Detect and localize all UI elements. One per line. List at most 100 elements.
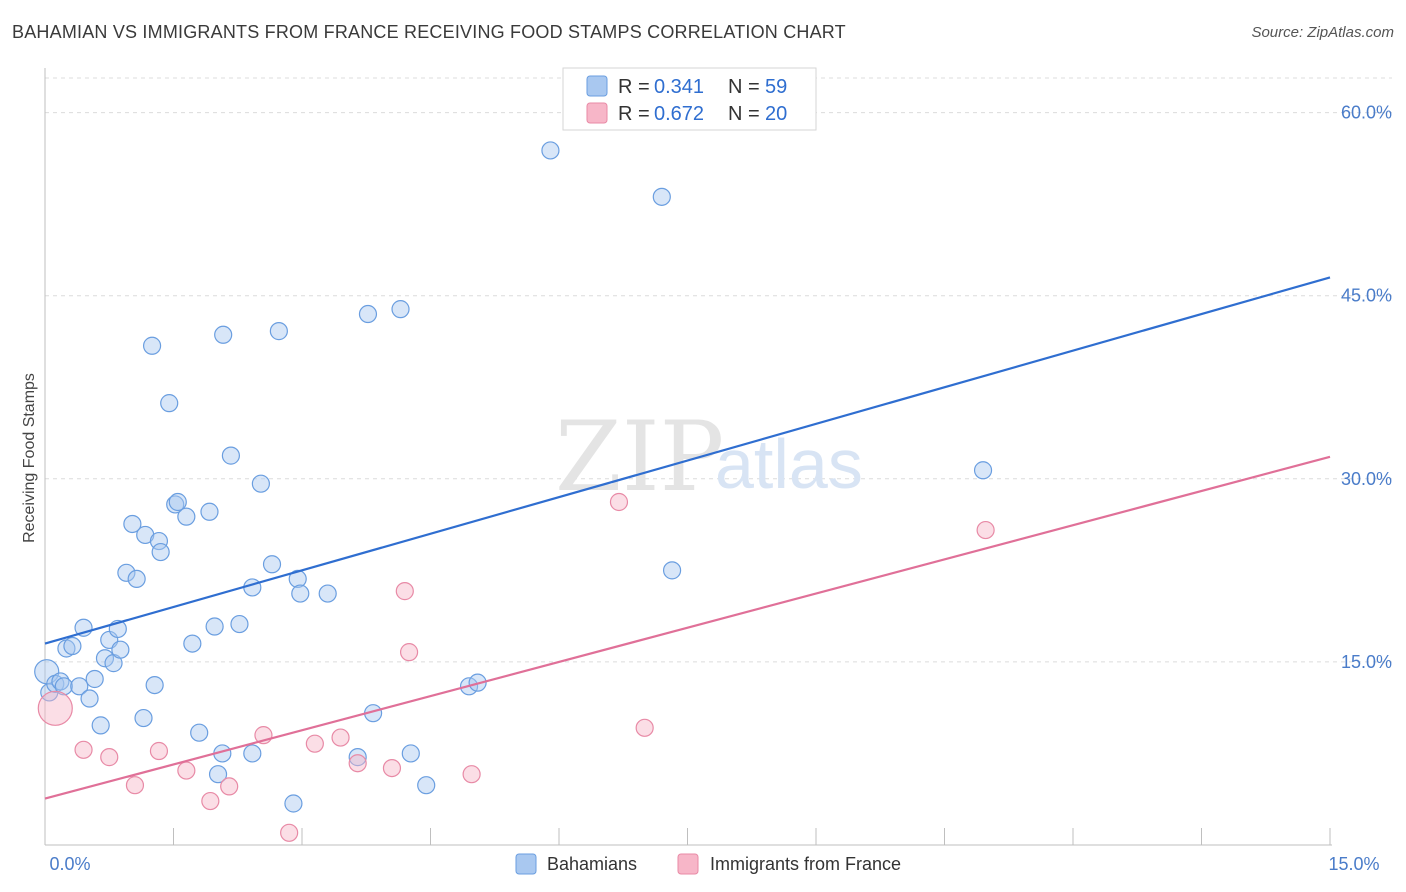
bahamians-point [151,542,170,562]
bahamians-point [662,561,682,580]
bahamians-point [80,689,99,708]
france-point [280,823,299,842]
legend-n-label-1: N = [728,76,760,98]
bahamians-point [70,677,89,696]
bahamians-point [145,675,164,695]
france-point [395,582,414,601]
series-legend: Bahamians Immigrants from France [515,853,901,875]
bahamians-point [262,555,282,574]
bottom-legend-label-bahamians: Bahamians [547,854,637,874]
bahamians-point [111,640,130,659]
correlation-legend: R = 0.341 N = 59 R = 0.672 N = 20 [562,67,817,131]
bahamians-point [205,617,224,636]
bahamians-point [85,669,104,689]
x-axis-ticks [173,828,1331,845]
legend-n-value-1: 59 [765,76,787,98]
bottom-legend-swatch-bahamians [515,853,537,875]
bahamians-point [269,322,288,341]
bahamians-point [168,492,187,512]
bahamians-point [117,563,136,582]
bahamians-point [200,502,219,521]
bahamians-point [417,776,436,795]
legend-swatch-france [586,102,608,124]
bahamians-point [243,578,262,597]
france-point [125,776,145,795]
france-point [331,728,350,747]
legend-r-label-2: R = [618,103,650,125]
france-trend-line [44,455,1331,800]
france-point [37,690,73,726]
gridlines [45,77,1392,663]
y-tick-label: 45.0% [1341,286,1392,306]
bahamians-point [134,708,153,728]
france-point [609,492,629,512]
legend-r-value-2: 0.672 [654,103,704,125]
bahamians-point [63,636,82,656]
bahamians-points [34,141,993,813]
bahamians-point [54,677,73,696]
x-tick-label-max: 15.0% [1328,854,1379,874]
bahamians-point [91,716,110,735]
bahamians-point [123,514,142,534]
france-point [305,734,324,753]
y-tick-label: 30.0% [1341,469,1392,489]
trend-lines [44,276,1331,800]
bahamians-point [127,569,146,589]
france-point [976,520,995,540]
france-point [100,748,119,767]
bahamians-point [318,584,337,603]
y-tick-labels: 15.0% 30.0% 45.0% 60.0% [1341,103,1392,672]
france-point [177,761,196,780]
bahamians-point [208,765,228,784]
bahamians-point [284,794,303,813]
x-tick-label-min: 0.0% [49,854,90,874]
y-axis-label: Receiving Food Stamps [21,373,38,543]
bahamians-point [973,461,993,480]
france-point [399,643,419,662]
bahamians-trend-line [44,276,1331,645]
legend-n-value-2: 20 [765,103,787,125]
bahamians-point [541,141,560,160]
bahamians-point [230,614,249,634]
watermark-atlas: atlas [715,425,863,503]
bahamians-point [190,723,209,742]
legend-n-label-2: N = [728,103,760,125]
bottom-legend-swatch-france [677,853,699,875]
france-point [348,754,367,773]
y-tick-label: 15.0% [1341,652,1392,672]
source-label: Source: ZipAtlas.com [1251,24,1394,41]
bahamians-point [160,394,179,413]
bahamians-point [391,300,410,319]
bahamians-point [652,187,671,206]
y-tick-label: 60.0% [1341,103,1392,123]
bahamians-point [95,649,115,668]
bahamians-point [177,507,196,526]
france-point [74,740,93,759]
bahamians-point [401,744,420,763]
france-point [149,741,169,761]
bahamians-point [348,748,367,767]
bottom-legend-label-france: Immigrants from France [710,854,901,874]
chart-title: BAHAMIAN VS IMMIGRANTS FROM FRANCE RECEI… [12,22,846,42]
france-points [37,492,995,842]
france-point [462,765,481,784]
bahamians-point [243,744,262,763]
bahamians-point [291,584,310,603]
bahamians-point [142,336,162,355]
legend-r-value-1: 0.341 [654,76,704,98]
bahamians-point [51,672,70,691]
legend-r-label-1: R = [618,76,650,98]
bahamians-point [251,474,270,493]
bahamians-point [358,304,378,324]
france-point [220,777,239,796]
france-point [201,791,220,811]
france-point [382,758,402,778]
bahamians-point [183,634,202,653]
bahamians-point [221,446,240,465]
bahamians-point [214,325,233,344]
france-point [635,718,654,737]
bahamians-point [166,495,185,514]
legend-swatch-bahamians [586,75,608,97]
bahamians-point [288,569,307,589]
